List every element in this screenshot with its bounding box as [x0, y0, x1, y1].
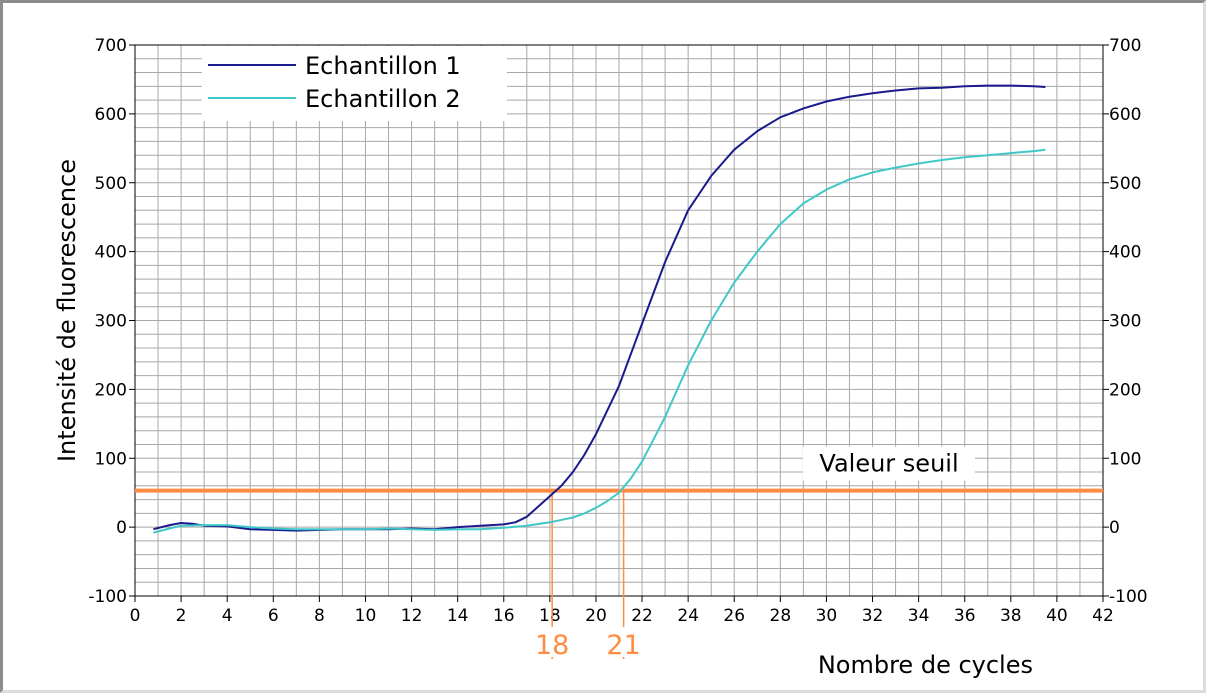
y-tick-label-left: 100	[95, 449, 127, 469]
x-tick-label: 32	[862, 606, 884, 626]
y-axis-title: Intensité de fluorescence	[53, 159, 81, 462]
y-tick-label-right: 700	[1109, 36, 1141, 56]
y-tick-label-right: -100	[1109, 587, 1148, 607]
legend-box	[202, 46, 507, 121]
y-tick-label-left: 300	[95, 312, 127, 332]
series-line-1	[153, 84, 1046, 532]
y-tick-label-left: 0	[116, 518, 127, 538]
x-tick-label: 22	[631, 606, 653, 626]
x-tick-label: 18	[539, 606, 561, 626]
crossing-label: 21	[606, 630, 640, 661]
y-tick-label-left: 400	[95, 243, 127, 263]
x-tick-label: 12	[401, 606, 423, 626]
x-tick-label: 40	[1046, 606, 1068, 626]
x-tick-label: 4	[222, 606, 233, 626]
y-tick-label-right: 100	[1109, 449, 1141, 469]
x-tick-label: 24	[677, 606, 699, 626]
threshold-group: Valeur seuil 18 21	[135, 446, 1103, 661]
y-tick-label-right: 600	[1109, 105, 1141, 125]
legend-label-1: Echantillon 1	[305, 52, 461, 80]
crossing-label: 18	[535, 630, 569, 661]
y-tick-label-left: 200	[95, 380, 127, 400]
y-tick-label-right: 500	[1109, 174, 1141, 194]
threshold-label: Valeur seuil	[819, 450, 958, 478]
x-axis-title: Nombre de cycles	[818, 651, 1033, 679]
legend: Echantillon 1 Echantillon 2	[202, 46, 507, 121]
series-group	[153, 84, 1046, 534]
x-tick-label: 0	[130, 606, 141, 626]
x-tick-label: 14	[447, 606, 469, 626]
crossing-label-bg	[528, 627, 577, 657]
x-tick-label: 30	[816, 606, 838, 626]
series-line-2	[153, 148, 1046, 534]
x-tick-label: 26	[723, 606, 745, 626]
x-tick-label: 38	[1000, 606, 1022, 626]
legend-label-2: Echantillon 2	[305, 85, 461, 113]
y-tick-label-right: 400	[1109, 243, 1141, 263]
y-tick-label-left: 500	[95, 174, 127, 194]
grid	[134, 44, 1104, 597]
crossing-label-bg	[599, 627, 648, 657]
x-tick-label: 8	[314, 606, 325, 626]
y-tick-label-left: -100	[88, 587, 127, 607]
x-tick-label: 28	[770, 606, 792, 626]
x-tick-label: 20	[585, 606, 607, 626]
y-tick-label-left: 700	[95, 36, 127, 56]
threshold-label-bg	[803, 446, 975, 481]
y-tick-label-right: 200	[1109, 380, 1141, 400]
y-tick-label-right: 0	[1109, 518, 1120, 538]
x-tick-label: 42	[1092, 606, 1114, 626]
x-tick-label: 2	[176, 606, 187, 626]
y-tick-label-right: 300	[1109, 312, 1141, 332]
axis-titles: Intensité de fluorescence Nombre de cycl…	[53, 159, 1033, 679]
x-tick-label: 34	[908, 606, 930, 626]
x-tick-label: 10	[355, 606, 377, 626]
x-tick-label: 36	[954, 606, 976, 626]
x-tick-label: 16	[493, 606, 515, 626]
x-tick-label: 6	[268, 606, 279, 626]
y-tick-label-left: 600	[95, 105, 127, 125]
